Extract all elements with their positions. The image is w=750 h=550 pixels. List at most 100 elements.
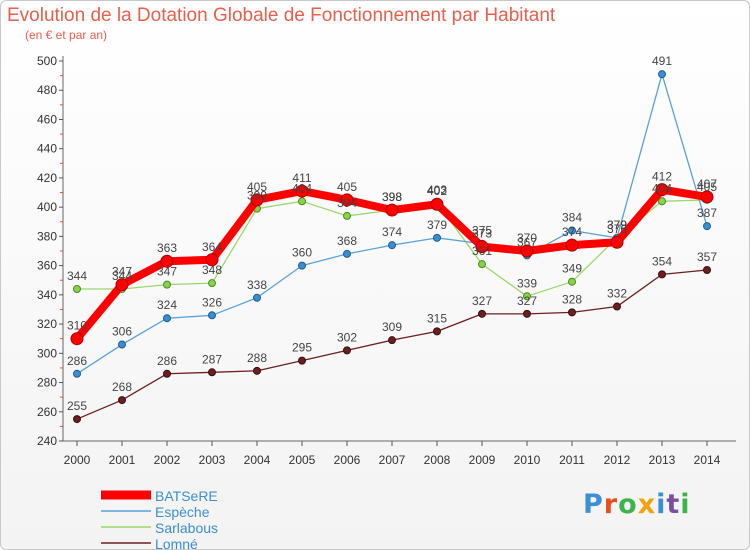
data-point xyxy=(520,244,534,258)
chart-subtitle: (en € et par an) xyxy=(25,28,108,42)
data-point xyxy=(388,241,396,250)
y-tick-label: 380 xyxy=(37,229,57,243)
data-label: 268 xyxy=(112,380,132,394)
data-label: 286 xyxy=(157,354,177,368)
data-point xyxy=(208,279,216,288)
x-tick-label: 2000 xyxy=(64,453,91,467)
data-label: 302 xyxy=(337,330,357,344)
data-point xyxy=(388,336,396,345)
data-label: 384 xyxy=(562,211,582,225)
data-label: 411 xyxy=(292,171,311,185)
data-point xyxy=(298,261,306,270)
data-point xyxy=(433,327,441,336)
data-label: 367 xyxy=(517,235,537,249)
data-point xyxy=(433,233,441,242)
data-label: 403 xyxy=(427,183,447,197)
x-tick-label: 2011 xyxy=(559,453,585,467)
data-label: 379 xyxy=(427,218,447,232)
data-label: 360 xyxy=(292,246,312,260)
legend-label: Lomné xyxy=(155,536,198,549)
data-label: 324 xyxy=(157,298,177,312)
data-label: 405 xyxy=(337,180,357,194)
data-label: 361 xyxy=(472,244,492,258)
data-point xyxy=(568,308,576,317)
data-label: 309 xyxy=(382,320,402,334)
data-point xyxy=(205,253,219,267)
data-label: 363 xyxy=(157,241,177,255)
data-label: 374 xyxy=(382,225,402,239)
data-label: 412 xyxy=(652,170,672,184)
y-tick-label: 400 xyxy=(37,200,57,214)
data-label: 288 xyxy=(247,351,267,365)
data-label: 338 xyxy=(247,278,267,292)
x-tick-label: 2005 xyxy=(289,453,316,467)
data-label: 255 xyxy=(67,399,87,413)
data-point xyxy=(565,238,579,252)
data-point xyxy=(658,270,666,279)
data-label: 332 xyxy=(607,287,627,301)
y-tick-label: 280 xyxy=(37,376,57,390)
data-label: 404 xyxy=(292,181,312,195)
y-tick-label: 440 xyxy=(37,142,57,156)
data-label: 327 xyxy=(517,294,537,308)
data-point xyxy=(73,285,81,293)
y-tick-label: 240 xyxy=(37,434,57,448)
data-label: 491 xyxy=(652,54,672,68)
x-tick-label: 2009 xyxy=(469,453,496,467)
data-label: 286 xyxy=(67,354,87,368)
data-point xyxy=(340,193,354,207)
data-label: 349 xyxy=(562,262,582,276)
data-label: 344 xyxy=(67,269,87,283)
y-tick-label: 260 xyxy=(37,405,57,419)
data-point xyxy=(430,197,444,211)
x-tick-label: 2003 xyxy=(199,453,226,467)
proxiti-logo: Proxiti xyxy=(583,489,691,520)
data-point xyxy=(655,183,669,197)
data-point xyxy=(208,368,216,377)
data-label: 373 xyxy=(472,227,492,241)
data-label: 376 xyxy=(607,222,627,236)
chart-title: Evolution de la Dotation Globale de Fonc… xyxy=(7,5,556,26)
y-tick-label: 500 xyxy=(37,54,57,68)
data-point xyxy=(613,302,621,311)
data-label: 347 xyxy=(157,265,177,279)
data-point xyxy=(478,309,486,318)
y-tick-label: 460 xyxy=(37,112,57,126)
data-point xyxy=(250,193,264,207)
data-point xyxy=(343,211,351,220)
data-label: 404 xyxy=(652,181,672,195)
x-tick-label: 2002 xyxy=(154,453,181,467)
data-label: 405 xyxy=(247,180,267,194)
y-tick-label: 360 xyxy=(37,259,57,273)
legend-label: BATSeRE xyxy=(155,488,218,504)
data-label: 399 xyxy=(247,189,267,203)
data-label: 347 xyxy=(112,265,132,279)
data-label: 328 xyxy=(562,292,582,306)
data-label: 394 xyxy=(337,196,357,210)
data-point xyxy=(343,346,351,355)
data-point xyxy=(658,70,666,79)
x-tick-label: 2001 xyxy=(109,453,136,467)
data-point xyxy=(163,369,171,378)
data-point xyxy=(568,277,576,286)
data-point xyxy=(253,366,261,375)
data-label: 398 xyxy=(382,190,402,204)
data-point xyxy=(703,222,711,231)
data-label: 287 xyxy=(202,352,222,366)
data-point xyxy=(115,278,129,292)
data-point xyxy=(568,226,576,235)
data-label: 387 xyxy=(697,206,717,220)
data-label: 295 xyxy=(292,341,312,355)
data-label: 315 xyxy=(427,311,447,325)
data-label: 357 xyxy=(697,250,717,264)
data-point xyxy=(118,340,126,349)
data-point xyxy=(70,332,84,346)
data-label: 339 xyxy=(517,276,537,290)
data-point xyxy=(298,197,306,206)
data-label: 375 xyxy=(472,224,492,238)
data-label: 370 xyxy=(517,231,537,245)
data-label: 407 xyxy=(697,177,717,191)
data-label: 374 xyxy=(562,225,582,239)
x-tick-label: 2004 xyxy=(244,453,271,467)
